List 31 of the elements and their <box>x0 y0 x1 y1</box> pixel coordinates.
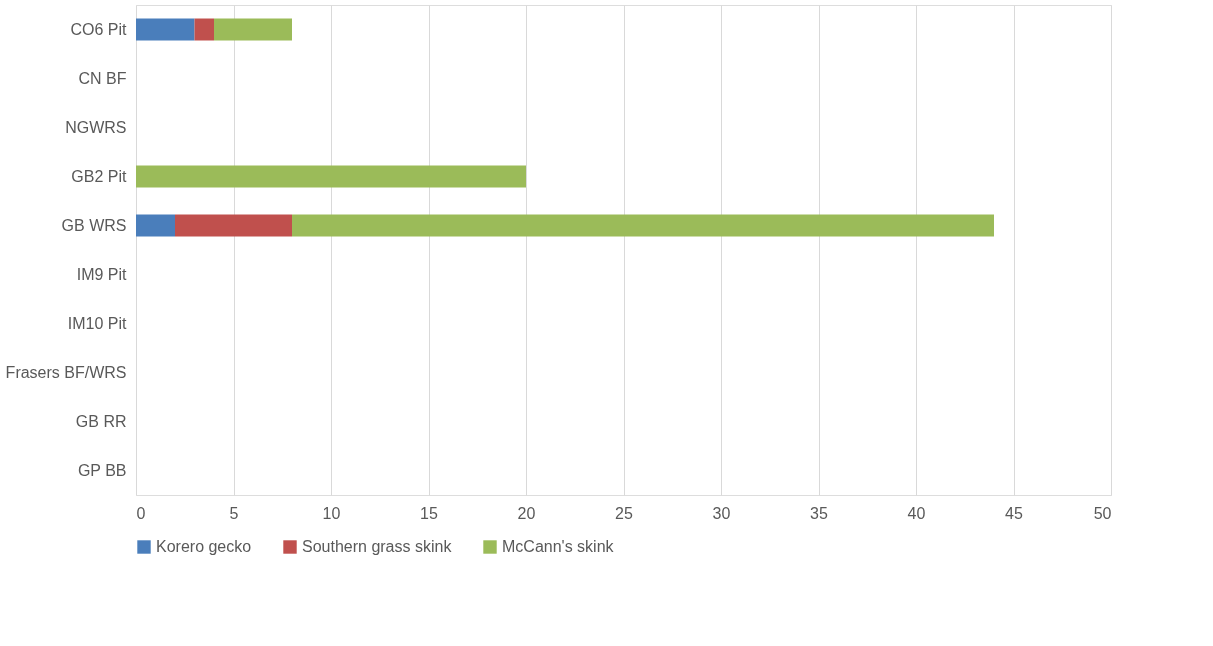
bar <box>136 214 175 237</box>
y-tick-label: GB RR <box>75 412 127 430</box>
y-tick-label: Frasers BF/WRS <box>5 363 127 381</box>
y-tick-label: CN BF <box>78 69 127 87</box>
x-tick-label: 35 <box>810 504 828 522</box>
x-tick-label: 50 <box>1093 504 1112 522</box>
bar <box>214 18 292 41</box>
legend-label: Southern grass skink <box>302 538 453 555</box>
x-tick-label: 20 <box>517 504 536 522</box>
y-tick-label: GP BB <box>77 461 127 479</box>
x-tick-label: 30 <box>712 504 731 522</box>
x-tick-label: 45 <box>1005 504 1023 522</box>
bar <box>136 18 195 41</box>
legend-label: McCann's skink <box>502 538 615 555</box>
x-tick-label: 40 <box>907 504 926 522</box>
y-tick-label: GB2 Pit <box>71 167 128 185</box>
y-tick-label: IM9 Pit <box>76 265 128 283</box>
bar <box>175 214 292 237</box>
x-tick-label: 25 <box>615 504 633 522</box>
x-tick-label: 5 <box>229 504 239 522</box>
y-tick-label: NGWRS <box>65 118 127 136</box>
legend-label: Korero gecko <box>156 538 252 555</box>
x-tick-label: 15 <box>420 504 438 522</box>
x-tick-label: 0 <box>136 504 146 522</box>
y-tick-label: CO6 Pit <box>70 20 128 38</box>
bar <box>136 165 526 188</box>
y-tick-label: GB WRS <box>61 216 127 234</box>
bar <box>292 214 994 237</box>
x-tick-label: 10 <box>322 504 341 522</box>
bar <box>194 18 214 41</box>
y-tick-label: IM10 Pit <box>67 314 128 332</box>
